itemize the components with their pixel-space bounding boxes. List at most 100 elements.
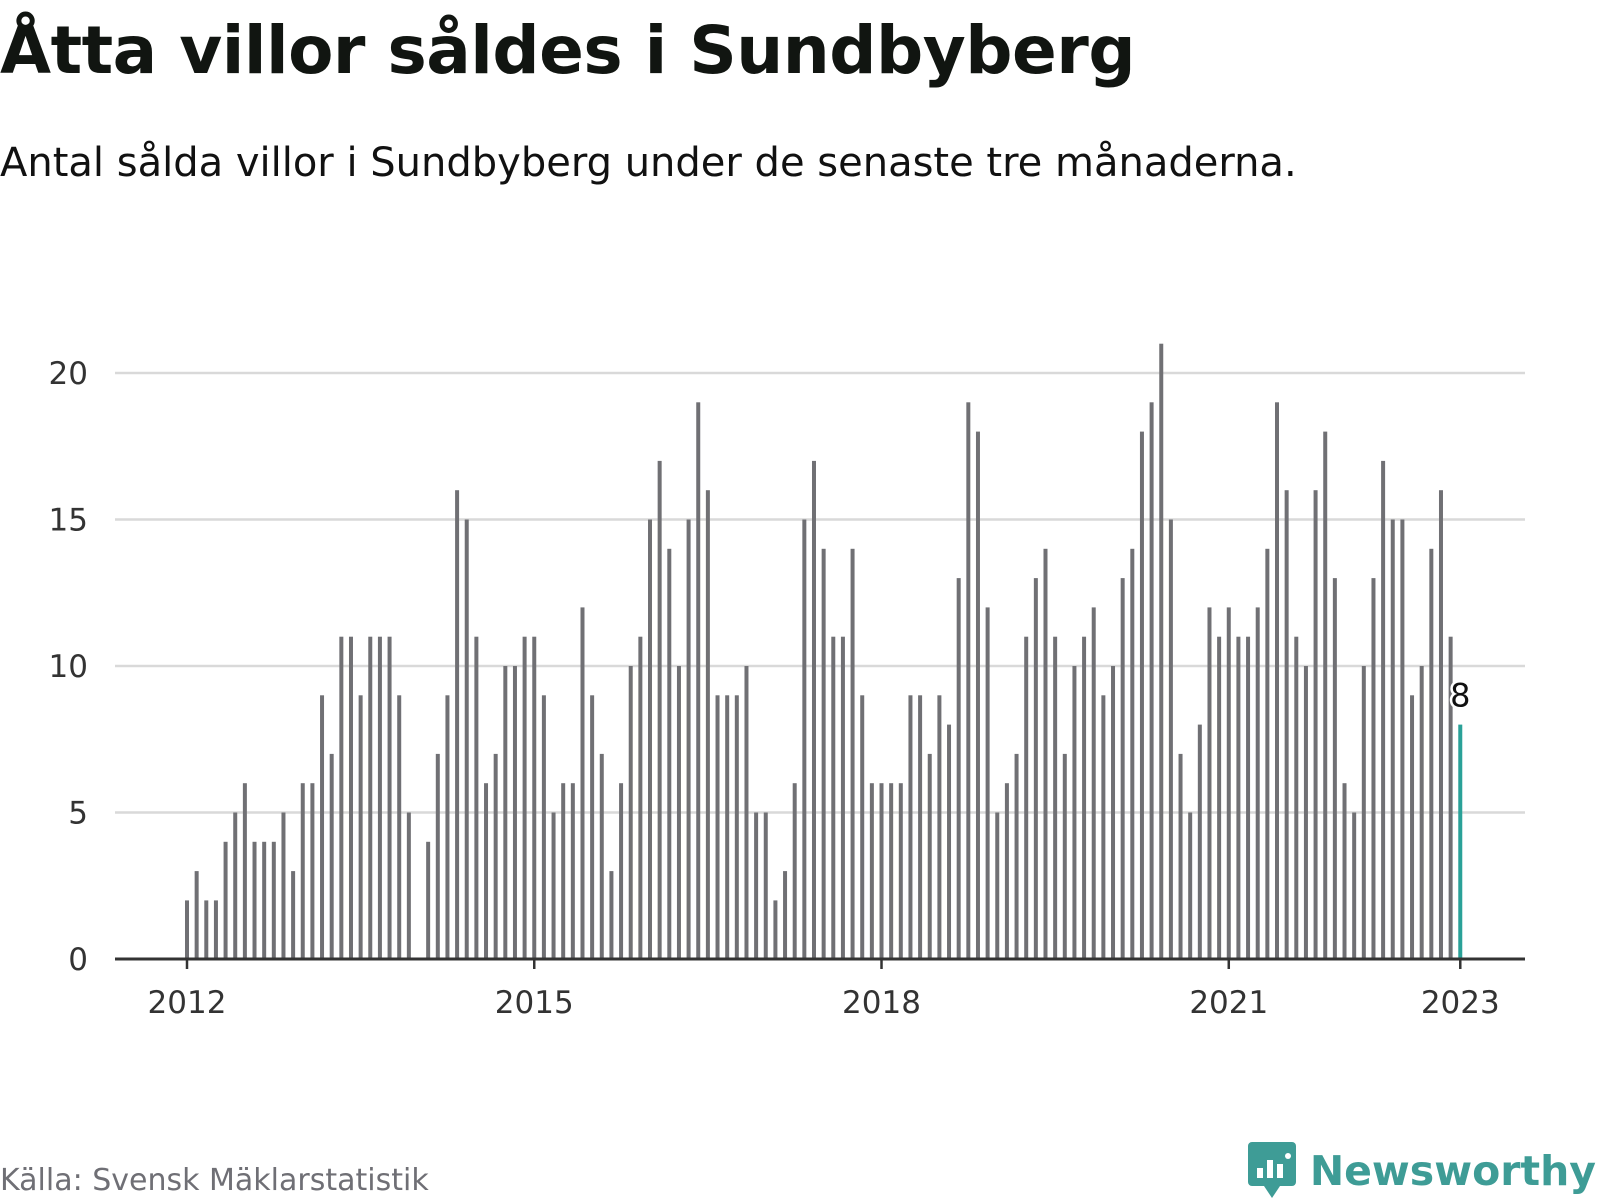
bar: [811, 460, 816, 959]
bar: [1024, 636, 1029, 959]
bar: [628, 666, 633, 959]
bar: [1091, 607, 1096, 959]
bar: [821, 548, 826, 959]
bar: [1188, 812, 1193, 959]
bar: [1284, 490, 1289, 959]
bar: [1255, 607, 1260, 959]
bar: [1226, 607, 1231, 959]
data-label-latest: 8: [1450, 677, 1470, 715]
bar: [918, 695, 923, 959]
bar: [599, 753, 604, 959]
bar: [1207, 607, 1212, 959]
bar: [879, 783, 884, 959]
bar: [1062, 753, 1067, 959]
bar: [561, 783, 566, 959]
y-tick-label: 5: [68, 796, 88, 832]
bar: [1381, 460, 1386, 959]
bar: [676, 666, 681, 959]
bar: [262, 841, 267, 959]
bar: [300, 783, 305, 959]
bar: [194, 871, 199, 959]
bar: [696, 402, 701, 959]
bar: [387, 636, 392, 959]
bar: [667, 548, 672, 959]
bar: [1438, 490, 1443, 959]
bar: [831, 636, 836, 959]
bar: [368, 636, 373, 959]
bar: [242, 783, 247, 959]
bar: [1149, 402, 1154, 959]
data-labels: 8: [1448, 674, 1473, 717]
bar: [947, 724, 952, 959]
bar: [1168, 519, 1173, 959]
bar-chart: 0 5 10 15 20 2012 2015 2018 2021 2023 8: [49, 343, 1525, 1021]
bar: [1072, 666, 1077, 959]
bar: [715, 695, 720, 959]
bar: [860, 695, 865, 959]
chart-title: Åtta villor såldes i Sundbyberg: [0, 12, 1136, 89]
y-tick-label: 20: [49, 356, 88, 392]
bar: [493, 753, 498, 959]
bar: [484, 783, 489, 959]
bar: [783, 871, 788, 959]
bar: [686, 519, 691, 959]
bar: [1400, 519, 1405, 959]
bar: [522, 636, 527, 959]
bar: [927, 753, 932, 959]
bar: [1178, 753, 1183, 959]
bar: [1139, 431, 1144, 960]
bar: [474, 636, 479, 959]
bar: [590, 695, 595, 959]
bar: [898, 783, 903, 959]
bar: [320, 695, 325, 959]
bar: [512, 666, 517, 959]
newsworthy-logo-icon: [1247, 1142, 1296, 1198]
bar: [213, 900, 218, 959]
bar: [503, 666, 508, 959]
bar: [358, 695, 363, 959]
bar: [1332, 578, 1337, 959]
bar: [754, 812, 759, 959]
bar: [1429, 548, 1434, 959]
bar: [889, 783, 894, 959]
bar: [1448, 636, 1453, 959]
bar: [348, 636, 353, 959]
axes: 2012 2015 2018 2021 2023: [115, 957, 1525, 1021]
bar: [1371, 578, 1376, 959]
bar: [850, 548, 855, 959]
x-tick-label: 2023: [1421, 985, 1500, 1021]
bar: [435, 753, 440, 959]
x-tick-label: 2018: [842, 985, 921, 1021]
bar: [1352, 812, 1357, 959]
bar: [763, 812, 768, 959]
bar: [281, 812, 286, 959]
bar: [1303, 666, 1308, 959]
bar: [1033, 578, 1038, 959]
chart-subtitle: Antal sålda villor i Sundbyberg under de…: [0, 140, 1297, 186]
bar: [657, 460, 662, 959]
bar: [956, 578, 961, 959]
bar: [773, 900, 778, 959]
bar: [397, 695, 402, 959]
bar: [840, 636, 845, 959]
bar: [204, 900, 209, 959]
bar: [580, 607, 585, 959]
bar: [1197, 724, 1202, 959]
bar: [1101, 695, 1106, 959]
bar: [1419, 666, 1424, 959]
bar: [1265, 548, 1270, 959]
bar: [638, 636, 643, 959]
bar: [464, 519, 469, 959]
bar: [792, 783, 797, 959]
bar: [1342, 783, 1347, 959]
bar: [975, 431, 980, 960]
bar: [802, 519, 807, 959]
brand-name: Newsworthy: [1309, 1147, 1596, 1195]
bar: [1313, 490, 1318, 959]
bar: [1323, 431, 1328, 960]
bar: [1130, 548, 1135, 959]
bar: [252, 841, 257, 959]
bar: [705, 490, 710, 959]
bar: [995, 812, 1000, 959]
brand-logo-group: Newsworthy: [1247, 1142, 1596, 1200]
